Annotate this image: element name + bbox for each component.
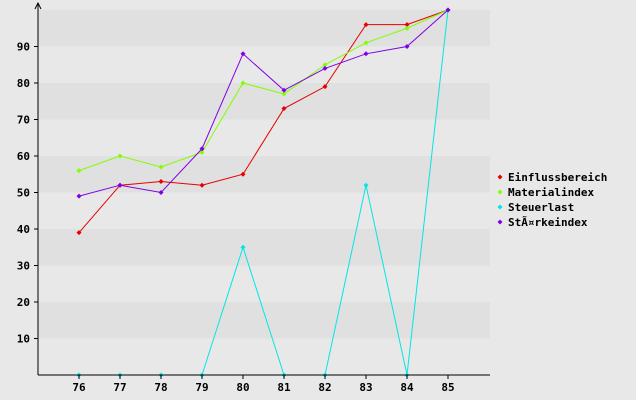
data-point [158,179,164,185]
data-point [322,65,328,71]
data-point [76,230,82,236]
x-tick-label: 79 [195,381,208,394]
grid-band [38,265,490,302]
data-point [363,51,369,57]
y-axis-ticks: 10 20 30 40 50 60 70 80 90 [17,41,38,346]
legend-label: Steuerlast [508,201,574,214]
legend-marker [497,174,503,180]
y-tick-label: 20 [17,296,30,309]
data-point [322,62,328,68]
data-point [240,244,246,250]
grid-band [38,192,490,229]
y-tick-label: 90 [17,41,30,54]
x-tick-label: 80 [236,381,249,394]
data-point [117,182,123,188]
x-tick-label: 78 [154,381,167,394]
x-tick-label: 82 [318,381,331,394]
data-point [158,190,164,195]
grid-band [38,46,490,83]
grid-band [38,119,490,156]
data-point [158,164,164,170]
series-lines [76,7,451,378]
data-point [281,91,287,97]
data-point [76,193,82,199]
x-axis-ticks: 76 77 78 79 80 81 82 83 84 85 [72,375,455,394]
series-line [78,9,449,233]
grid-band [38,229,490,266]
x-tick-label: 85 [441,381,454,394]
legend: Einflussbereich Materialindex Steuerlast St… [497,171,607,229]
data-point [281,87,287,93]
data-point [199,182,205,188]
y-tick-label: 40 [17,223,30,236]
data-point [363,40,369,46]
legend-item: Materialindex [497,186,594,199]
legend-label: StÃ¤rkeindex [508,216,588,229]
legend-marker [497,219,503,225]
legend-label: Einflussbereich [508,171,607,184]
legend-marker [497,204,503,210]
series-line [78,9,449,172]
data-point [404,44,410,49]
y-axis-arrow [34,1,42,10]
grid-bands [38,10,490,375]
x-tick-label: 77 [113,381,126,394]
legend-item: Einflussbereich [497,171,607,184]
x-tick-label: 83 [359,381,372,394]
data-point [117,153,123,159]
grid-band [38,156,490,193]
data-point [76,168,82,174]
series-line [78,9,449,197]
grid-band [38,10,490,47]
series-3 [76,7,451,199]
x-tick-label: 76 [72,381,86,394]
x-tick-label: 81 [277,381,291,394]
y-tick-label: 30 [17,260,30,273]
y-tick-label: 70 [17,114,30,127]
grid-band [38,302,490,339]
legend-label: Materialindex [508,186,594,199]
legend-item: StÃ¤rkeindex [497,216,588,229]
axes [34,1,490,376]
data-point [199,149,205,155]
data-point [404,22,410,28]
legend-marker [497,189,503,195]
data-point [404,25,410,31]
data-point [281,106,287,112]
legend-item: Steuerlast [497,201,574,214]
data-point [363,22,369,28]
y-tick-label: 50 [17,187,30,200]
data-point [199,146,205,152]
data-point [363,182,369,188]
y-tick-label: 60 [17,150,30,163]
grid-band [38,338,490,375]
data-point [445,7,451,13]
data-point [240,171,246,177]
x-tick-label: 84 [400,381,414,394]
y-tick-label: 10 [17,333,30,346]
data-point [240,51,246,57]
data-point [240,80,246,86]
data-point [322,84,328,90]
y-tick-label: 80 [17,77,30,90]
